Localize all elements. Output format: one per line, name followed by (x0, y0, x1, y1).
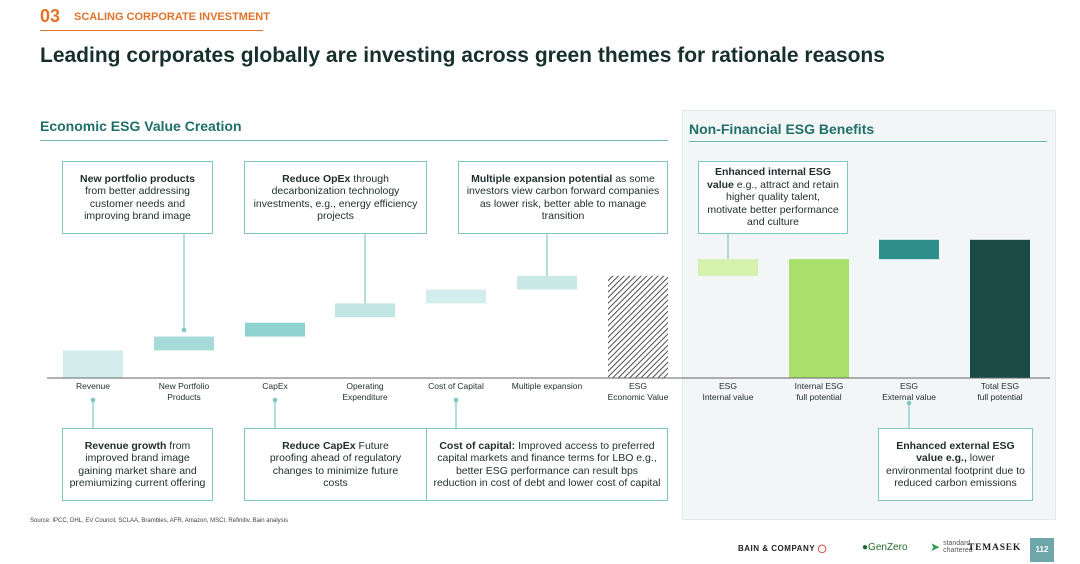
section-number: 03 (40, 6, 61, 26)
temasek-logo: TEMASEK (968, 543, 1022, 553)
tick-label-8: Internal ESG full potential (795, 381, 844, 402)
bar-3 (335, 303, 395, 318)
tick-label-3: Operating Expenditure (342, 381, 388, 402)
callout-multiple-expansion: Multiple expansion potential as some inv… (458, 161, 668, 234)
bain-logo-text: BAIN & COMPANY (738, 544, 815, 553)
sc-line2: chartered (943, 547, 973, 554)
tick-label-2: CapEx (262, 381, 288, 391)
bar-8 (789, 259, 849, 378)
callout-capex-bold: Reduce CapEx (282, 439, 356, 452)
callout-external-bold: Enhanced external ESG value e.g., (896, 439, 1015, 465)
tick-label-9: ESG External value (882, 381, 936, 402)
section-underline (40, 30, 263, 31)
tick-label-6: ESG Economic Value (608, 381, 669, 402)
callout-revenue: Revenue growth from improved brand image… (62, 428, 213, 501)
bar-4 (426, 289, 486, 304)
connector-dot-5 (272, 397, 278, 403)
page-number: 112 (1030, 538, 1054, 562)
callout-multiple-text: as some investors view carbon forward co… (466, 172, 660, 223)
callout-portfolio-bold: New portfolio products (80, 172, 195, 185)
callout-internal-esg: Enhanced internal ESG value e.g., attrac… (698, 161, 848, 234)
bar-2 (245, 322, 305, 337)
callout-portfolio-text: from better addressing customer needs an… (84, 185, 191, 222)
source-note: Source: IPCC, DHL, EV Council, SCLAA, Br… (30, 518, 288, 524)
bar-1 (154, 336, 214, 351)
connector-dot-0 (181, 327, 187, 333)
tick-label-0: Revenue (76, 381, 110, 391)
callout-internal-bold: Enhanced internal ESG value (707, 166, 832, 191)
page-title: Leading corporates globally are investin… (40, 44, 885, 67)
tick-label-10: Total ESG full potential (977, 381, 1022, 402)
callout-external-text: lower environmental footprint due to red… (886, 452, 1025, 489)
callout-capex: Reduce CapEx Future proofing ahead of re… (244, 428, 427, 501)
left-section-heading: Economic ESG Value Creation (40, 118, 242, 134)
tick-label-1: New Portfolio Products (159, 381, 210, 402)
callout-capex-text: Future proofing ahead of regulatory chan… (269, 439, 402, 490)
left-section-rule (40, 140, 668, 141)
connector-dot-4 (90, 397, 96, 403)
callout-multiple-bold: Multiple expansion potential (471, 172, 613, 185)
callout-costcap-bold: Cost of capital: (439, 439, 516, 452)
bar-5 (517, 275, 577, 290)
bar-7 (698, 259, 758, 276)
bain-circle-icon: ◯ (817, 544, 828, 553)
bar-0 (63, 350, 123, 378)
section-label: SCALING CORPORATE INVESTMENT (74, 11, 270, 23)
callout-revenue-text: from improved brand image gaining market… (69, 439, 206, 490)
bain-logo: BAIN & COMPANY ◯ (738, 544, 827, 553)
tick-label-5: Multiple expansion (512, 381, 583, 391)
callout-external-esg: Enhanced external ESG value e.g., lower … (878, 428, 1033, 501)
bar-10 (970, 239, 1030, 378)
callout-revenue-bold: Revenue growth (84, 439, 167, 452)
right-section-rule (689, 141, 1047, 142)
sc-line1: standard (943, 540, 971, 547)
tick-label-4: Cost of Capital (428, 381, 484, 391)
tick-label-7: ESG Internal value (702, 381, 753, 402)
standard-chartered-logo: ➤ standard chartered (930, 540, 973, 554)
bar-6 (608, 275, 668, 378)
genzero-logo-text: GenZero (868, 542, 908, 553)
standard-chartered-mark-icon: ➤ (930, 539, 941, 554)
callout-opex-text: through decarbonization technology inves… (253, 172, 418, 223)
callout-internal-text: e.g., attract and retain higher quality … (707, 178, 839, 229)
connector-dot-7 (906, 400, 912, 406)
callout-opex-bold: Reduce OpEx (282, 172, 351, 185)
callout-opex: Reduce OpEx through decarbonization tech… (244, 161, 427, 234)
bar-9 (879, 239, 939, 260)
connector-dot-6 (453, 397, 459, 403)
right-section-heading: Non-Financial ESG Benefits (689, 121, 875, 137)
genzero-logo: ●GenZero (862, 542, 908, 553)
genzero-leaf-icon: ● (862, 542, 869, 553)
callout-cost-of-capital: Cost of capital: Improved access to pref… (426, 428, 668, 501)
callout-costcap-text: Improved access to preferred capital mar… (433, 439, 661, 490)
callout-portfolio: New portfolio products from better addre… (62, 161, 213, 234)
